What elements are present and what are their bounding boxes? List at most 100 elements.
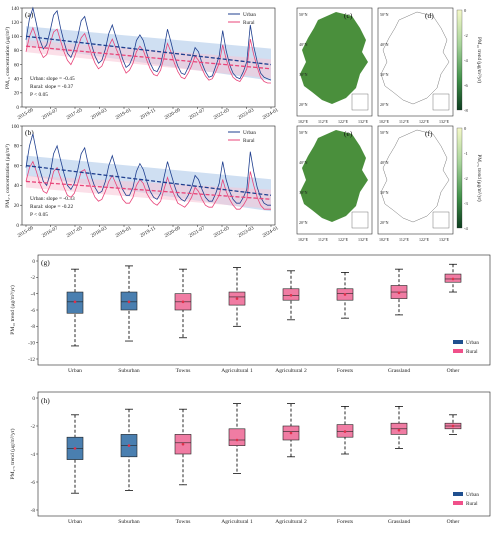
confidence-band-rural (26, 175, 271, 209)
x-tick-label: 2016-07 (41, 225, 59, 239)
box-mean-dot (73, 447, 77, 450)
map-e-tag: (e) (344, 129, 353, 138)
box-mean-dot (343, 293, 347, 296)
map-lat-label: 50°N (380, 12, 389, 17)
x-tick-label: 2017-05 (66, 225, 84, 239)
panel-a-note-urban: Urban: slope = -0.45 (30, 76, 75, 82)
x-category-label: Other (447, 368, 460, 374)
map-lat-label: 30°N (380, 72, 389, 77)
box-mean-dot (127, 300, 131, 304)
map-lat-label: 20°N (299, 102, 308, 107)
y-tick-label: -4 (31, 291, 36, 297)
y-tick-label: 0 (16, 105, 19, 111)
map-lon-label: 102°E (379, 237, 390, 242)
series-line-rural (25, 160, 271, 210)
map-e-inset (351, 211, 369, 229)
colorbar-pm25: 0 -1 -2 -3 -4 PM₂.₅ trend (μg/m³/yr) (456, 126, 483, 231)
x-tick-label: 2024-01 (262, 107, 280, 121)
colorbar-pm10-bar (456, 9, 463, 111)
colorbar-tick-label: -4 (464, 226, 468, 231)
map-d-inset (432, 93, 450, 111)
map-lat-label: 50°N (299, 130, 308, 135)
colorbar-tick-label: -6 (464, 83, 468, 88)
map-f-inset (432, 211, 450, 229)
map-c-inset (351, 93, 369, 111)
box-mean-dot (289, 431, 293, 435)
legend-rural-swatch (453, 501, 463, 505)
legend-urban-label: Urban (243, 130, 256, 136)
map-lat-label: 40°N (299, 42, 308, 47)
y-tick-label: 100 (11, 34, 19, 40)
y-tick-label: 60 (14, 62, 20, 68)
panel-g-tag: (g) (41, 258, 50, 267)
map-lon-label: 112°E (399, 237, 409, 242)
x-tick-label: 2018-03 (90, 107, 108, 121)
box-body (228, 428, 246, 446)
legend-urban-label: Urban (466, 340, 479, 346)
x-category-label: Grassland (388, 519, 411, 525)
legend-rural-swatch (453, 349, 463, 353)
colorbar-tick-label: 0 (464, 126, 467, 131)
map-f: (f) (377, 125, 454, 235)
legend-rural-label: Rural (243, 138, 255, 144)
map-c-tag: (c) (344, 11, 353, 20)
box-mean-dot (397, 428, 401, 432)
x-tick-label: 2020-09 (164, 107, 182, 121)
map-lat-label: 20°N (380, 102, 389, 107)
legend-urban-label: Urban (243, 12, 256, 18)
map-lat-label: 40°N (380, 42, 389, 47)
y-tick-label: -8 (31, 324, 36, 330)
panel-g-ylabel: PM₁₀ trend (μg/m³/yr) (9, 285, 16, 335)
map-axis-ticks: 50°N 40°N 30°N 20°N 102°E 112°E 122°E 132°E 50°N… (298, 12, 450, 242)
colorbar-tick-label: -8 (464, 108, 468, 113)
x-tick-label: 2018-03 (90, 225, 108, 239)
map-lat-label: 20°N (380, 220, 389, 225)
map-lon-label: 122°E (338, 237, 349, 242)
y-tick-label: -6 (31, 480, 36, 486)
y-tick-label: 40 (14, 77, 20, 83)
maps: (c) (d) 0 -2 -4 -6 -8 PM₁₀ trend (μg/m³/yr) (296, 7, 483, 242)
y-tick-label: -4 (31, 452, 36, 458)
y-tick-label: 0 (32, 259, 35, 265)
map-c-landmass (300, 12, 368, 104)
x-category-label: Forests (337, 368, 353, 374)
x-tick-label: 2024-01 (262, 225, 280, 239)
colorbar-tick-label: -2 (464, 33, 468, 38)
panel-h: (h) PM₂.₅ trend (μg/m³/yr) Urban Rural 0… (9, 391, 491, 525)
panel-h-frame (37, 391, 491, 517)
colorbar-pm10: 0 -2 -4 -6 -8 PM₁₀ trend (μg/m³/yr) (456, 8, 483, 113)
x-tick-label: 2019-11 (139, 107, 157, 121)
map-d: (d) (377, 7, 454, 117)
x-category-label: Urban (68, 519, 82, 525)
x-category-label: Towns (176, 368, 191, 374)
map-lat-label: 30°N (299, 190, 308, 195)
box-mean-dot (127, 444, 131, 447)
map-lat-label: 50°N (380, 130, 389, 135)
box-mean-dot (181, 442, 185, 446)
panel-a: (a) PM₁₀ concentration (μg/m³) Urban: sl… (4, 6, 280, 121)
x-category-label: Urban (68, 368, 82, 374)
panel-g-legend: Urban Rural (453, 340, 479, 355)
x-tick-label: 2019-11 (139, 225, 157, 239)
panel-h-legend: Urban Rural (453, 492, 479, 507)
x-tick-label: 2016-07 (41, 107, 59, 121)
colorbar-tick-label: -4 (464, 58, 468, 63)
map-lat-label: 30°N (380, 190, 389, 195)
map-lon-label: 122°E (419, 237, 430, 242)
x-category-label: Agricultural 2 (275, 368, 307, 374)
map-e-landmass (300, 130, 368, 222)
legend-rural-label: Rural (243, 20, 255, 26)
x-tick-label: 2017-05 (66, 107, 84, 121)
map-d-landmass (380, 11, 450, 105)
map-lon-label: 102°E (379, 119, 390, 124)
map-lat-label: 50°N (299, 12, 308, 17)
map-lon-label: 132°E (358, 237, 369, 242)
panel-a-note-rural: Rural: slope = -0.37 (30, 84, 73, 90)
map-lon-label: 122°E (419, 119, 430, 124)
map-c: (c) (296, 7, 373, 117)
trend-line-rural (25, 180, 272, 200)
x-tick-label: 2019-01 (115, 107, 133, 121)
y-tick-label: 80 (14, 144, 20, 150)
x-tick-label: 2019-01 (115, 225, 133, 239)
panel-a-note-p: P < 0.05 (30, 92, 48, 98)
